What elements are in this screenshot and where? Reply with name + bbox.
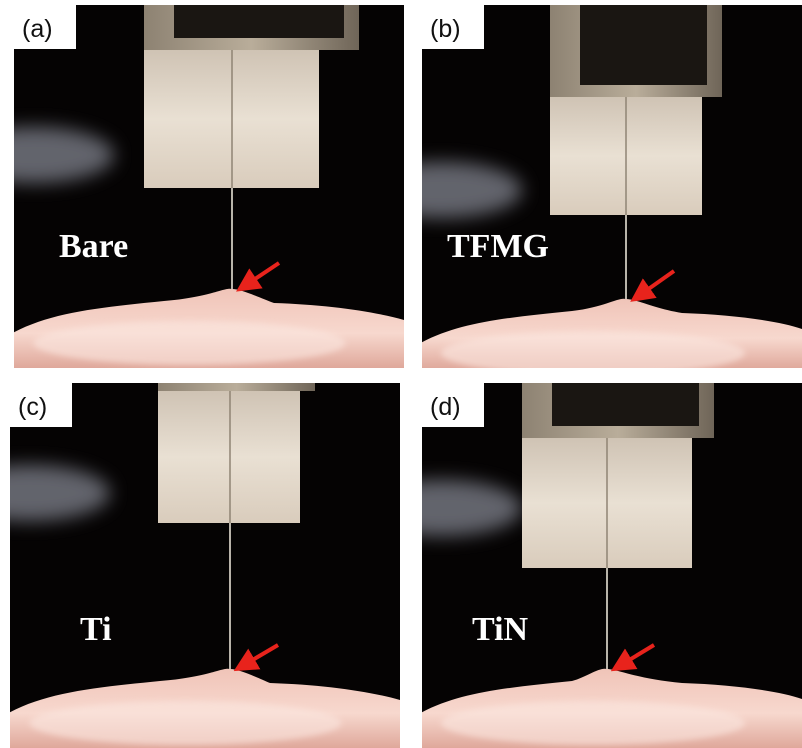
panel-label: (d) [430,393,461,421]
bracket [158,383,315,391]
tissue-highlight [34,321,346,365]
panel-content: TiN [362,383,802,748]
panel-content: TFMG [362,5,802,378]
panel: Bare (a) [0,5,414,378]
tissue-highlight [30,701,342,745]
panel: TFMG (b) [362,5,802,378]
panel-label: (c) [18,393,47,421]
panel: TiN (d) [362,383,802,748]
caption: Ti [80,611,112,648]
tissue-highlight [441,701,745,745]
tissue-highlight [441,331,745,375]
panel-label: (b) [430,15,461,43]
panel-content: Bare [0,5,414,378]
bracket-slot [580,5,707,85]
panel-label: (a) [22,15,53,43]
panel-content: Ti [0,383,410,748]
caption: TFMG [447,228,549,265]
bracket-slot [174,5,344,38]
bracket-slot [552,383,699,426]
holder-block [158,391,300,523]
caption: Bare [59,228,128,265]
panel: Ti (c) [0,383,410,748]
caption: TiN [472,611,529,648]
figure: Bare (a) TFMG (b) Ti (c) TiN (d) [0,0,802,748]
